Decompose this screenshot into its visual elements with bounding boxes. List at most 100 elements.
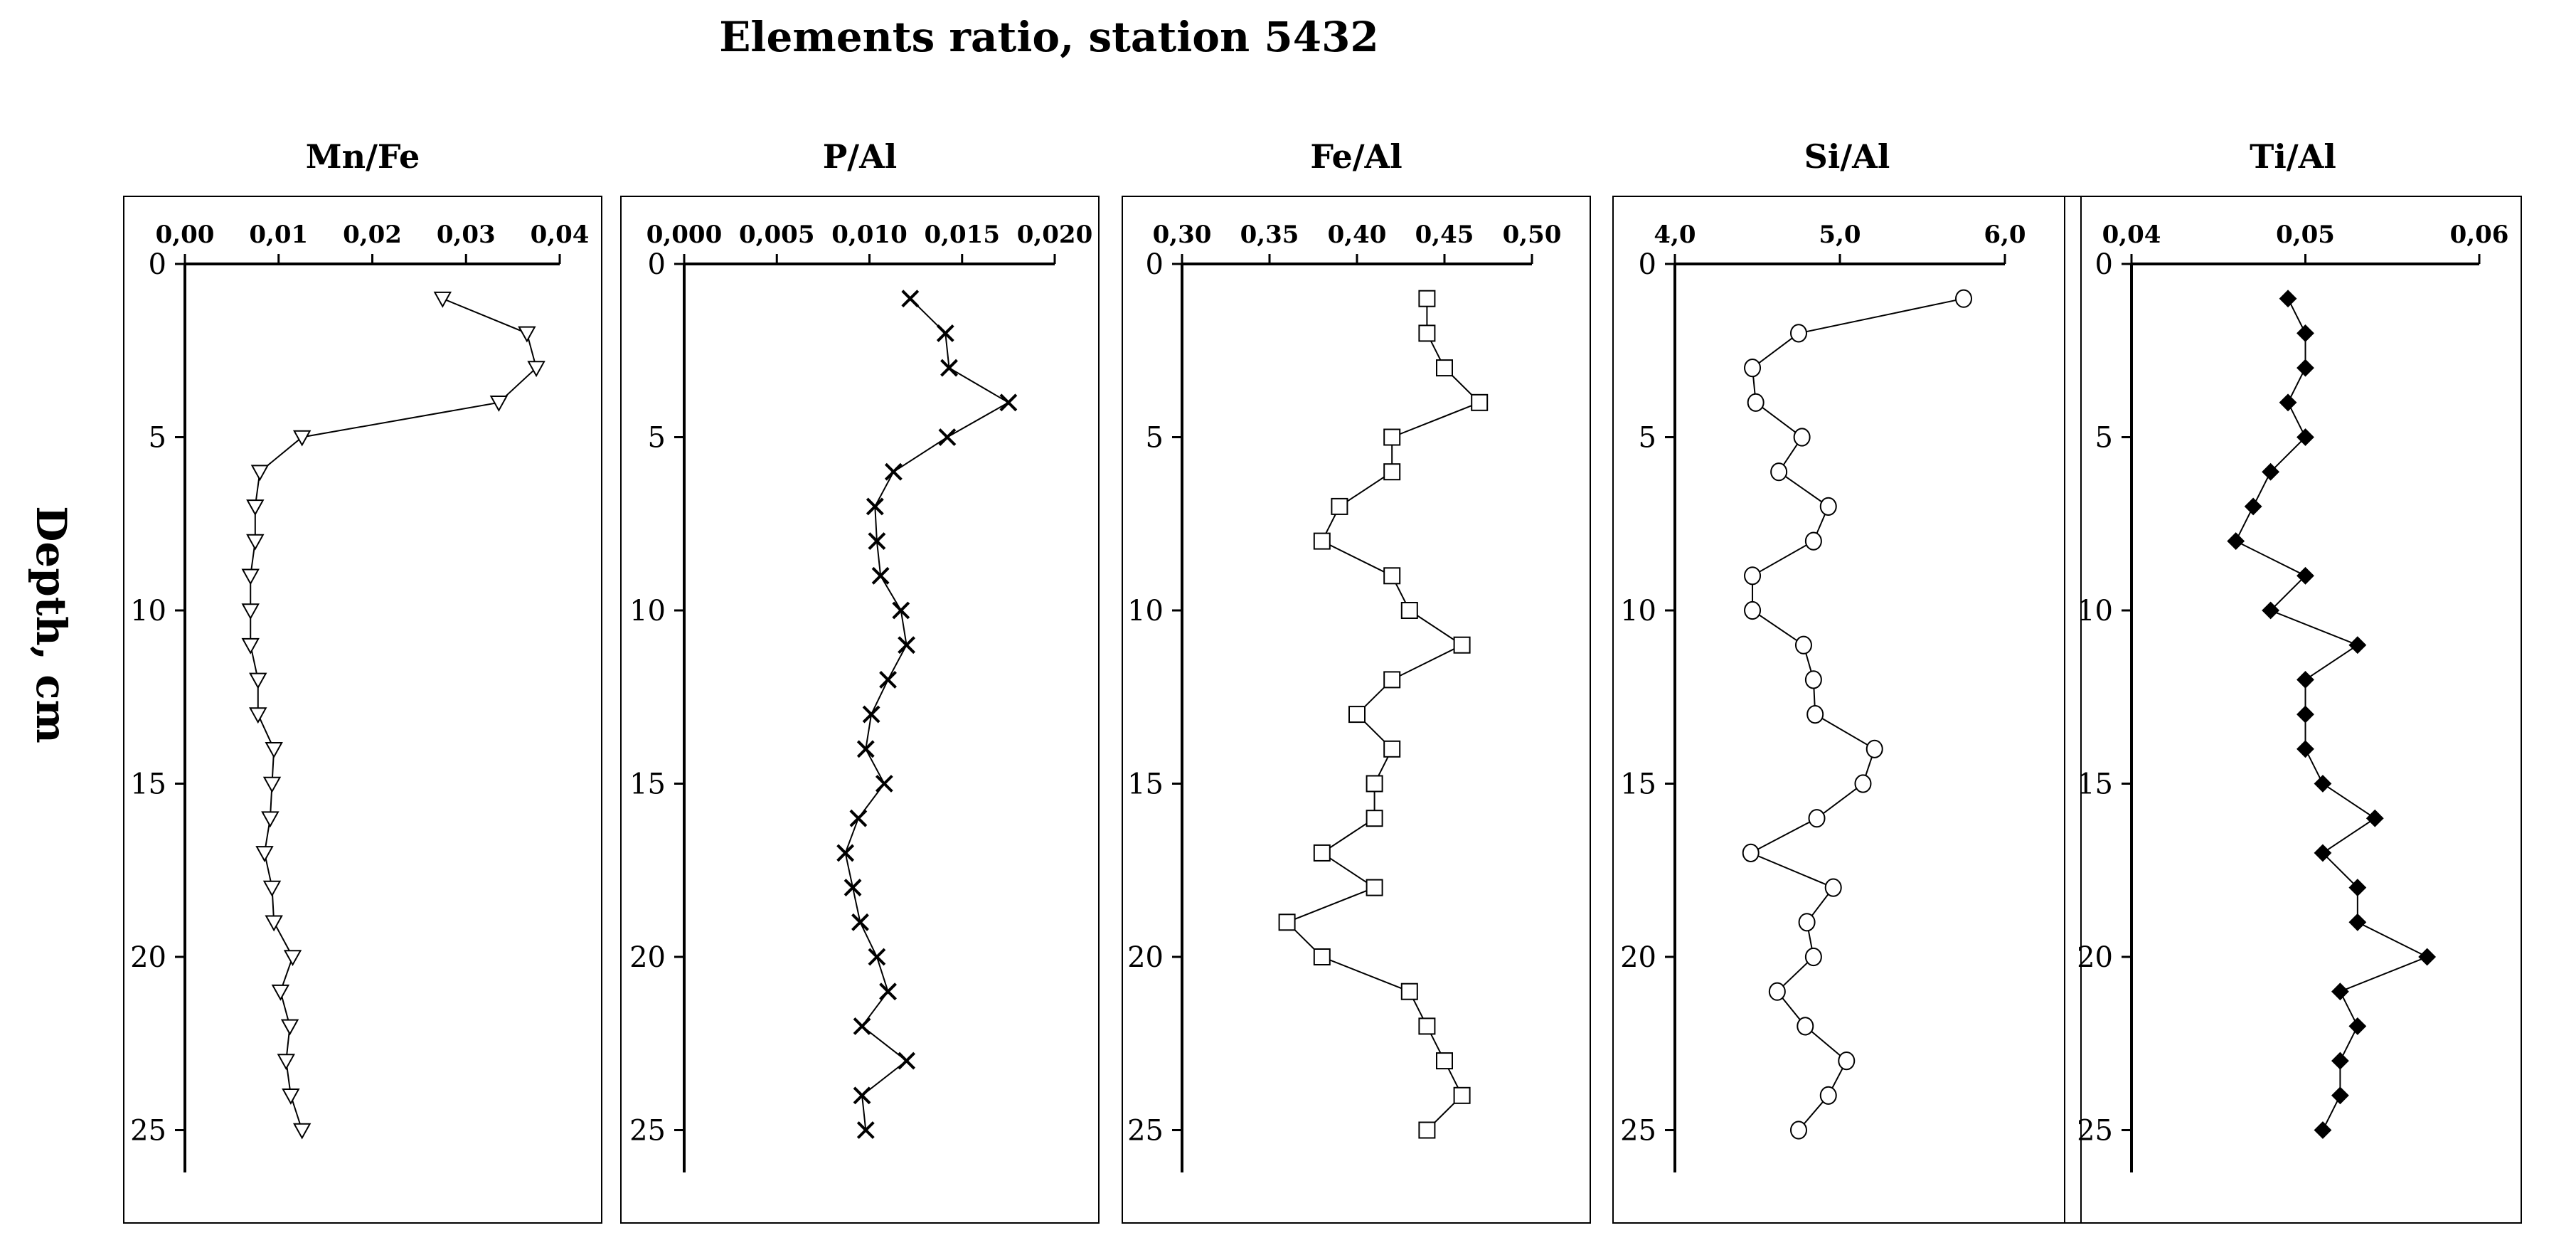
- data-point: [901, 290, 920, 308]
- panel-ti-al: Ti/Al 0,04 0,05 0,06 0 5 10 15 20 25: [2064, 137, 2522, 1224]
- y-tick-label: 5: [1639, 422, 1656, 455]
- data-point: [1436, 1052, 1453, 1070]
- data-point: [898, 636, 916, 655]
- data-point: [1794, 635, 1812, 655]
- y-tick-label: 0: [1146, 248, 1164, 281]
- data-point: [280, 1019, 299, 1036]
- y-tick-label: 20: [629, 941, 666, 974]
- series-line: [1285, 298, 1481, 1131]
- data-point: [1793, 428, 1811, 447]
- panel-title: P/Al: [823, 137, 898, 176]
- y-tick-label: 5: [648, 422, 666, 455]
- data-point: [868, 532, 886, 551]
- data-point: [1955, 289, 1972, 308]
- data-point: [265, 915, 283, 932]
- y-tick-label: 25: [1127, 1115, 1164, 1148]
- data-point: [1400, 602, 1418, 619]
- y-tick-label: 25: [1620, 1115, 1656, 1148]
- data-point: [2244, 497, 2262, 516]
- y-tick-label: 10: [130, 595, 166, 627]
- series-line: [2235, 298, 2429, 1130]
- x-tick-label: 0,06: [2450, 221, 2509, 249]
- data-point: [1804, 947, 1822, 967]
- data-point: [1806, 705, 1824, 724]
- x-tick-label: 0,40: [1328, 221, 1387, 249]
- data-point: [856, 740, 875, 758]
- panel-frame: [620, 196, 1100, 1224]
- x-tick-label: 0,020: [1017, 221, 1092, 249]
- data-point: [898, 1052, 916, 1070]
- data-point: [1838, 1052, 1856, 1071]
- y-tick-label: 0: [149, 248, 166, 281]
- data-point: [1418, 324, 1436, 342]
- data-point: [1418, 290, 1436, 307]
- x-tick-label: 0,04: [2102, 221, 2161, 249]
- data-point: [1383, 428, 1401, 446]
- data-point: [2279, 393, 2297, 412]
- data-point: [1804, 531, 1822, 551]
- y-tick-label: 10: [629, 595, 666, 627]
- data-point: [1383, 567, 1401, 585]
- data-point: [875, 775, 893, 793]
- panel-title: Si/Al: [1804, 137, 1890, 176]
- data-point: [892, 601, 910, 620]
- data-point: [1824, 878, 1842, 897]
- data-point: [849, 809, 868, 827]
- data-point: [851, 913, 869, 931]
- data-point: [2296, 324, 2314, 342]
- data-point: [255, 846, 274, 862]
- y-tick-label: 10: [2077, 595, 2113, 627]
- data-point: [265, 742, 283, 758]
- panel-frame: [1612, 196, 2082, 1224]
- panel-mn-fe: Mn/Fe 0,00 0,01 0,02 0,03 0,04 0 5 10 15 20 25: [123, 137, 602, 1224]
- data-point: [1866, 739, 1883, 758]
- series-line: [1749, 297, 1964, 1131]
- data-point: [1348, 706, 1366, 724]
- y-tick-label: 15: [130, 768, 166, 801]
- y-tick-label: 25: [130, 1115, 166, 1148]
- data-point: [879, 982, 897, 1001]
- data-point: [1453, 636, 1471, 654]
- data-point: [2365, 809, 2384, 827]
- y-tick-label: 10: [1127, 595, 1164, 627]
- data-point: [518, 326, 536, 343]
- data-point: [999, 393, 1018, 412]
- data-point: [262, 880, 282, 897]
- data-point: [433, 291, 452, 308]
- data-point: [1383, 463, 1401, 481]
- x-tick-label: 0,01: [249, 221, 308, 249]
- data-point: [2296, 705, 2314, 724]
- y-tick-label: 20: [2077, 941, 2113, 974]
- x-tick-label: 0,04: [531, 221, 590, 249]
- data-point: [2314, 775, 2332, 793]
- y-tick-label: 15: [629, 768, 666, 801]
- data-point: [1819, 497, 1837, 517]
- panel-title: Ti/Al: [2250, 137, 2336, 176]
- data-point: [2296, 359, 2314, 377]
- data-point: [1278, 913, 1296, 931]
- data-point: [2314, 1121, 2332, 1139]
- data-point: [1808, 809, 1826, 828]
- data-point: [2262, 601, 2280, 620]
- x-tick-label: 0,45: [1415, 221, 1474, 249]
- data-point: [871, 566, 890, 585]
- data-point: [241, 637, 260, 655]
- data-point: [241, 568, 260, 586]
- data-point: [1418, 1017, 1436, 1035]
- x-tick-label: 5,0: [1819, 221, 1861, 249]
- panel-frame: [123, 196, 602, 1224]
- x-tick-label: 4,0: [1654, 221, 1696, 249]
- data-point: [862, 705, 880, 724]
- data-point: [1744, 600, 1762, 620]
- data-point: [853, 1017, 871, 1035]
- y-tick-label: 5: [1146, 422, 1164, 455]
- data-point: [938, 428, 957, 446]
- data-point: [1400, 982, 1418, 1000]
- y-tick-label: 10: [1620, 595, 1656, 627]
- panel-fe-al: Fe/Al 0,30 0,35 0,40 0,45 0,50 0 5 10 15 20 25: [1122, 137, 1591, 1224]
- data-point: [2296, 670, 2314, 689]
- x-tick-label: 0,000: [646, 221, 722, 249]
- data-point: [843, 879, 862, 897]
- x-tick-label: 0,30: [1153, 221, 1212, 249]
- data-point: [1366, 810, 1383, 827]
